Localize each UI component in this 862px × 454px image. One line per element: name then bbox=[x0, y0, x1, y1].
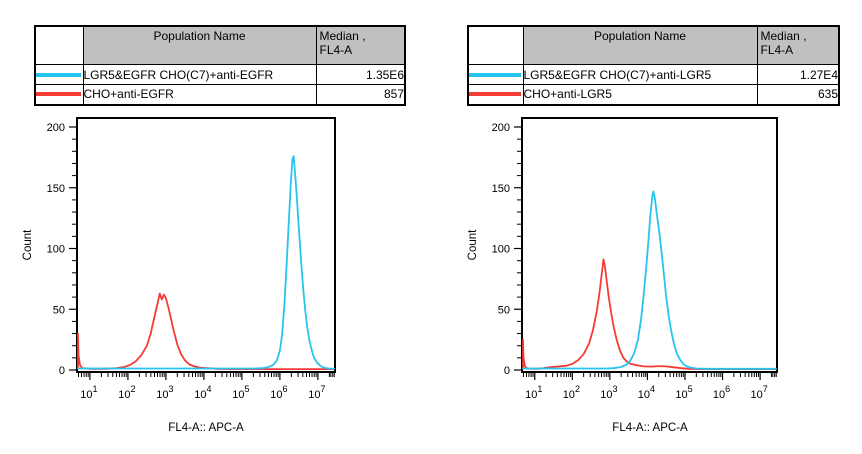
x-tick-label: 106 bbox=[270, 384, 287, 401]
population-stats-table-right: Population Name Median , FL4-A LGR5&EGFR… bbox=[467, 25, 840, 106]
x-axis-minor-ticks bbox=[77, 373, 335, 377]
series-curve-cho-anti-lgr5 bbox=[522, 258, 777, 371]
series-curve-cho-anti-egfr bbox=[77, 292, 335, 371]
x-tick-label: 103 bbox=[600, 384, 617, 401]
x-tick-label: 104 bbox=[194, 384, 211, 401]
population-name-header: Population Name bbox=[82, 25, 317, 65]
y-axis-label-left: Count bbox=[22, 229, 34, 261]
series-color-swatch bbox=[36, 72, 81, 77]
x-tick-label: 107 bbox=[750, 384, 767, 401]
series-color-swatch bbox=[469, 72, 521, 77]
population-row[interactable]: CHO+anti-LGR5 635 bbox=[467, 84, 840, 105]
population-name-cell: LGR5&EGFR CHO(C7)+anti-EGFR bbox=[82, 64, 317, 85]
median-value-cell: 635 bbox=[756, 84, 840, 105]
x-axis-major-ticks: 101 102 103 104 105 106 107 bbox=[80, 373, 326, 401]
x-tick-label: 105 bbox=[675, 384, 692, 401]
y-tick-label: 0 bbox=[59, 365, 65, 377]
y-tick-label: 0 bbox=[504, 365, 510, 377]
median-header-line1: Median , bbox=[319, 29, 366, 43]
y-axis-ticks: 0 50 100 150 200 bbox=[492, 122, 521, 377]
x-axis-label-left: FL4-A:: APC-A bbox=[168, 422, 244, 434]
x-axis-major-ticks: 101 102 103 104 105 106 107 bbox=[525, 373, 768, 401]
x-tick-label: 101 bbox=[525, 384, 542, 401]
series-swatch-cell bbox=[467, 64, 524, 85]
swatch-column-header bbox=[34, 25, 84, 65]
series-swatch-cell bbox=[467, 84, 524, 105]
histogram-plot-left: 101 102 103 104 105 106 107 0 50 100 150 200 bbox=[47, 117, 336, 401]
series-swatch-cell bbox=[34, 84, 84, 105]
x-tick-label: 102 bbox=[563, 384, 580, 401]
median-value-cell: 1.35E6 bbox=[315, 64, 406, 85]
x-tick-label: 107 bbox=[308, 384, 325, 401]
population-row[interactable]: CHO+anti-EGFR 857 bbox=[34, 84, 406, 105]
histogram-plot-right: 101 102 103 104 105 106 107 0 50 100 150 200 bbox=[492, 117, 778, 401]
population-row[interactable]: LGR5&EGFR CHO(C7)+anti-LGR5 1.27E4 bbox=[467, 64, 840, 85]
population-name-cell: CHO+anti-EGFR bbox=[82, 84, 317, 105]
x-axis-label-right: FL4-A:: APC-A bbox=[612, 422, 688, 434]
series-curve-lgr5-egfr-cho-c7-anti-lgr5 bbox=[522, 190, 777, 370]
population-stats-table-left: Population Name Median , FL4-A LGR5&EGFR… bbox=[34, 25, 406, 106]
y-tick-label: 150 bbox=[492, 183, 510, 195]
series-swatch-cell bbox=[34, 64, 84, 85]
y-tick-label: 100 bbox=[47, 244, 65, 256]
median-header-line2: FL4-A bbox=[760, 43, 794, 57]
population-name-cell: CHO+anti-LGR5 bbox=[522, 84, 758, 105]
series-curve-lgr5-egfr-cho-c7-anti-egfr bbox=[77, 155, 335, 370]
median-column-header: Median , FL4-A bbox=[315, 25, 406, 65]
stats-header-row: Population Name Median , FL4-A bbox=[467, 25, 840, 65]
series-color-swatch bbox=[36, 92, 81, 97]
median-value-cell: 857 bbox=[315, 84, 406, 105]
x-tick-label: 104 bbox=[638, 384, 655, 401]
y-tick-label: 100 bbox=[492, 244, 510, 256]
y-tick-label: 200 bbox=[47, 122, 65, 134]
y-axis-ticks: 0 50 100 150 200 bbox=[47, 122, 76, 377]
median-header-line2: FL4-A bbox=[319, 43, 353, 57]
x-tick-label: 103 bbox=[156, 384, 173, 401]
y-tick-label: 50 bbox=[53, 304, 65, 316]
x-tick-label: 102 bbox=[118, 384, 135, 401]
series-color-swatch bbox=[469, 92, 521, 97]
y-tick-label: 50 bbox=[498, 304, 510, 316]
y-tick-label: 200 bbox=[492, 122, 510, 134]
y-axis-label-right: Count bbox=[467, 229, 479, 261]
x-tick-label: 105 bbox=[232, 384, 249, 401]
median-value-cell: 1.27E4 bbox=[756, 64, 840, 85]
population-row[interactable]: LGR5&EGFR CHO(C7)+anti-EGFR 1.35E6 bbox=[34, 64, 406, 85]
y-tick-label: 150 bbox=[47, 183, 65, 195]
x-axis-minor-ticks bbox=[522, 373, 777, 377]
population-name-header: Population Name bbox=[522, 25, 758, 65]
plot-frame bbox=[521, 117, 778, 373]
stats-header-row: Population Name Median , FL4-A bbox=[34, 25, 406, 65]
median-column-header: Median , FL4-A bbox=[756, 25, 840, 65]
plot-frame bbox=[76, 117, 336, 373]
swatch-column-header bbox=[467, 25, 524, 65]
median-header-line1: Median , bbox=[760, 29, 807, 43]
population-name-cell: LGR5&EGFR CHO(C7)+anti-LGR5 bbox=[522, 64, 758, 85]
x-tick-label: 106 bbox=[713, 384, 730, 401]
x-tick-label: 101 bbox=[80, 384, 97, 401]
